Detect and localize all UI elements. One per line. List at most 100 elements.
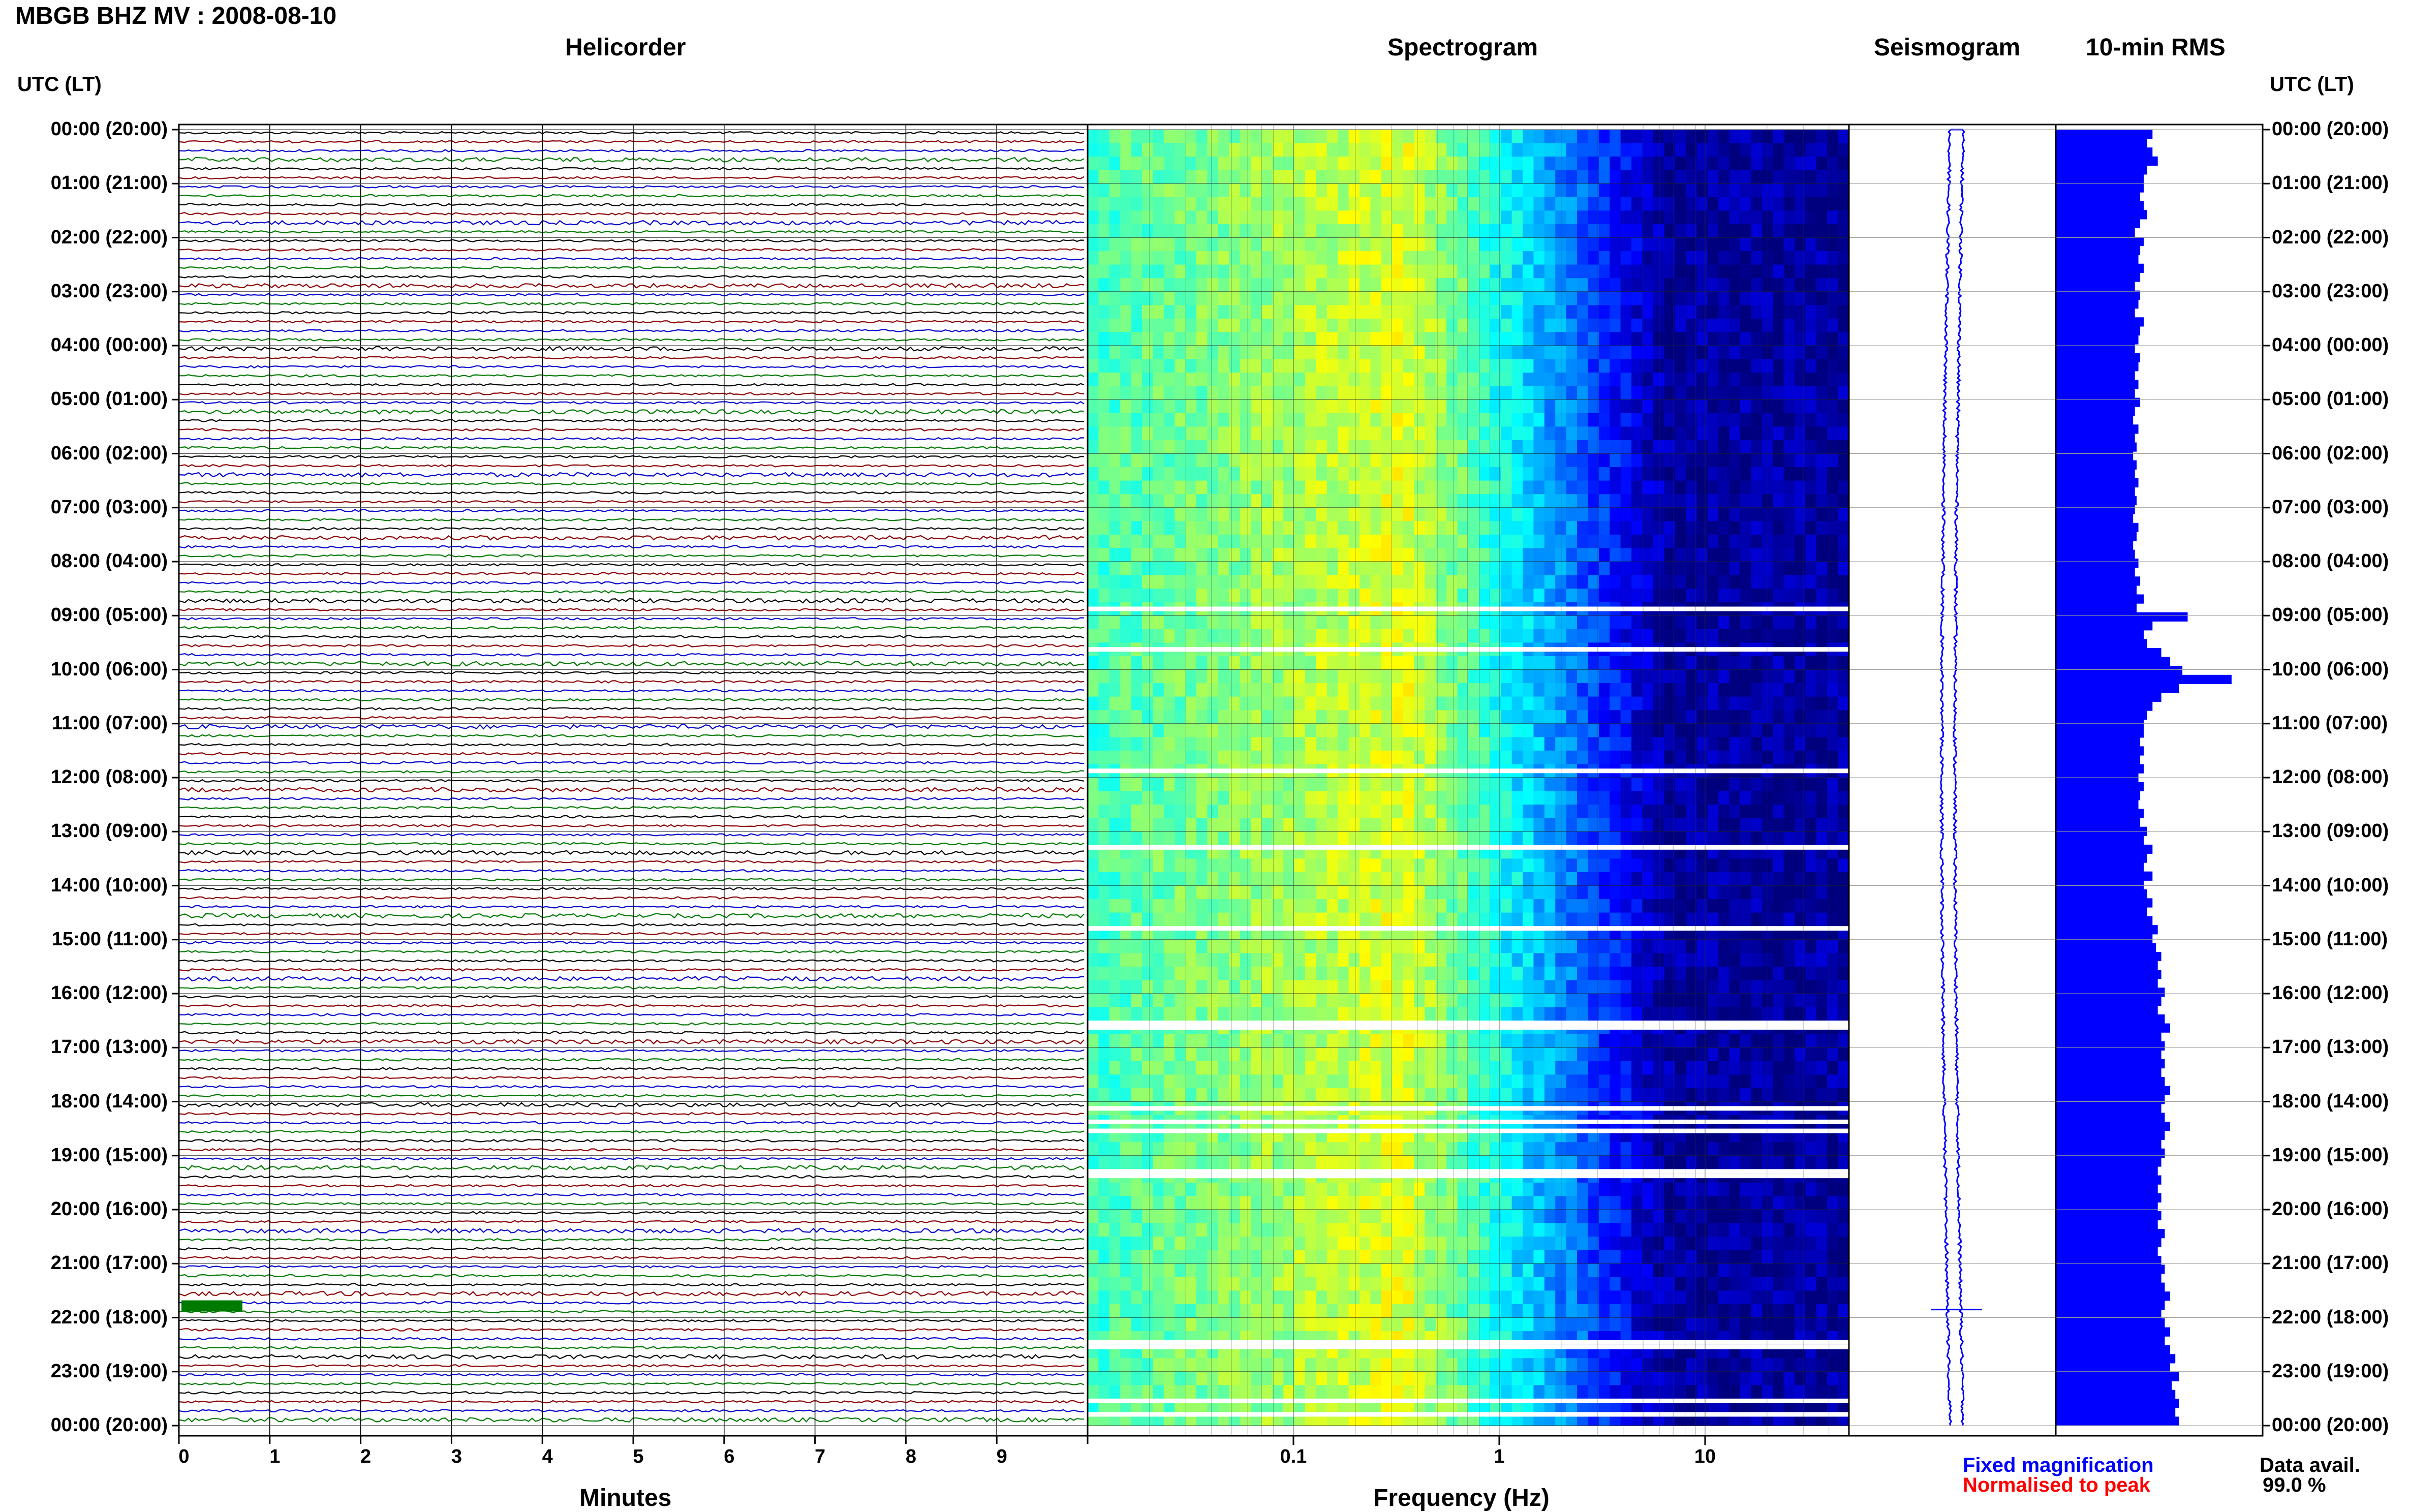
spectrogram-cell	[1294, 724, 1306, 737]
spectrogram-cell	[1599, 1007, 1610, 1021]
spectrogram-cell	[1664, 426, 1675, 440]
spectrogram-cell	[1164, 872, 1175, 886]
spectrogram-cell	[1621, 656, 1632, 670]
spectrogram-cell	[1479, 130, 1490, 143]
spectrogram-cell	[1784, 521, 1795, 535]
spectrogram-cell	[1816, 386, 1828, 400]
spectrogram-cell	[1338, 386, 1349, 400]
spectrogram-cell	[1240, 454, 1251, 468]
spectrogram-cell	[1729, 170, 1741, 184]
spectrogram-cell	[1751, 589, 1762, 602]
spectrogram-cell	[1088, 697, 1099, 711]
spectrogram-cell	[1207, 535, 1218, 548]
spectrogram-cell	[1545, 886, 1556, 900]
spectrogram-cell	[1131, 751, 1142, 764]
spectrogram-cell	[1414, 494, 1425, 508]
spectrogram-cell	[1186, 913, 1197, 927]
spectrogram-cell	[1708, 656, 1719, 670]
spectrogram-cell	[1240, 481, 1251, 495]
spectrogram-cell	[1273, 629, 1284, 643]
spectrogram-cell	[1642, 886, 1653, 900]
spectrogram-cell	[1349, 359, 1360, 373]
spectrogram-cell	[1305, 724, 1316, 737]
spectrogram-cell	[1718, 980, 1729, 994]
spectrogram-cell	[1261, 535, 1273, 548]
spectrogram-cell	[1512, 724, 1523, 737]
spectrogram-cell	[1316, 359, 1327, 373]
spectrogram-cell	[1153, 670, 1164, 684]
spectrogram-cell	[1479, 210, 1490, 224]
spectrogram-cell	[1098, 183, 1109, 197]
spectrogram-cell	[1664, 319, 1675, 332]
spectrogram-cell	[1261, 332, 1273, 346]
spectrogram-cell	[1088, 575, 1099, 589]
spectrogram-cell	[1729, 737, 1741, 751]
spectrogram-cell	[1566, 710, 1578, 724]
spectrogram-cell	[1708, 913, 1719, 927]
spectrogram-cell	[1566, 670, 1578, 684]
spectrogram-cell	[1425, 238, 1436, 252]
spectrogram-cell	[1153, 953, 1164, 967]
spectrogram-cell	[1621, 278, 1632, 292]
spectrogram-cell	[1261, 373, 1273, 386]
spectrogram-cell	[1784, 481, 1795, 495]
spectrogram-cell	[1784, 656, 1795, 670]
spectrogram-cell	[1446, 535, 1458, 548]
spectrogram-cell	[1533, 251, 1545, 265]
spectrogram-cell	[1218, 170, 1229, 184]
spectrogram-cell	[1131, 629, 1142, 643]
spectrogram-cell	[1773, 386, 1784, 400]
spectrogram-cell	[1675, 386, 1686, 400]
spectrogram-cell	[1109, 373, 1121, 386]
spectrogram-cell	[1207, 278, 1218, 292]
spectrogram-cell	[1740, 332, 1751, 346]
spectrogram-cell	[1479, 670, 1490, 684]
spectrogram-cell	[1784, 319, 1795, 332]
spectrogram-cell	[1599, 373, 1610, 386]
spectrogram-cell	[1621, 210, 1632, 224]
spectrogram-cell	[1164, 170, 1175, 184]
spectrogram-cell	[1131, 615, 1142, 629]
spectrogram-cell	[1305, 791, 1316, 805]
spectrogram-cell	[1403, 548, 1414, 562]
spectrogram-cell	[1229, 831, 1240, 845]
spectrogram-cell	[1229, 197, 1240, 211]
spectrogram-cell	[1686, 454, 1697, 468]
spectrogram-cell	[1718, 346, 1729, 359]
spectrogram-cell	[1458, 292, 1469, 305]
spectrogram-cell	[1196, 481, 1208, 495]
spectrogram-cell	[1740, 130, 1751, 143]
spectrogram-cell	[1696, 440, 1708, 454]
spectrogram-cell	[1425, 994, 1436, 1007]
spectrogram-cell	[1251, 737, 1262, 751]
spectrogram-cell	[1229, 724, 1240, 737]
spectrogram-cell	[1403, 858, 1414, 872]
spectrogram-cell	[1653, 305, 1664, 319]
spectrogram-cell	[1458, 886, 1469, 900]
spectrogram-cell	[1696, 562, 1708, 575]
spectrogram-cell	[1283, 183, 1294, 197]
spectrogram-cell	[1805, 494, 1816, 508]
spectrogram-cell	[1653, 967, 1664, 980]
spectrogram-cell	[1468, 332, 1479, 346]
spectrogram-cell	[1338, 251, 1349, 265]
spectrogram-cell	[1512, 562, 1523, 575]
spectrogram-cell	[1425, 251, 1436, 265]
spectrogram-cell	[1610, 589, 1621, 602]
spectrogram-cell	[1218, 575, 1229, 589]
spectrogram-cell	[1251, 521, 1262, 535]
spectrogram-cell	[1098, 656, 1109, 670]
spectrogram-cell	[1523, 831, 1534, 845]
spectrogram-cell	[1120, 1007, 1131, 1021]
spectrogram-cell	[1838, 994, 1849, 1007]
spectrogram-cell	[1610, 751, 1621, 764]
spectrogram-cell	[1098, 818, 1109, 832]
spectrogram-cell	[1196, 278, 1208, 292]
spectrogram-cell	[1098, 426, 1109, 440]
spectrogram-cell	[1555, 197, 1566, 211]
spectrogram-cell	[1533, 224, 1545, 238]
spectrogram-cell	[1327, 1007, 1338, 1021]
spectrogram-cell	[1566, 278, 1578, 292]
spectrogram-cell	[1327, 305, 1338, 319]
spectrogram-cell	[1468, 1007, 1479, 1021]
